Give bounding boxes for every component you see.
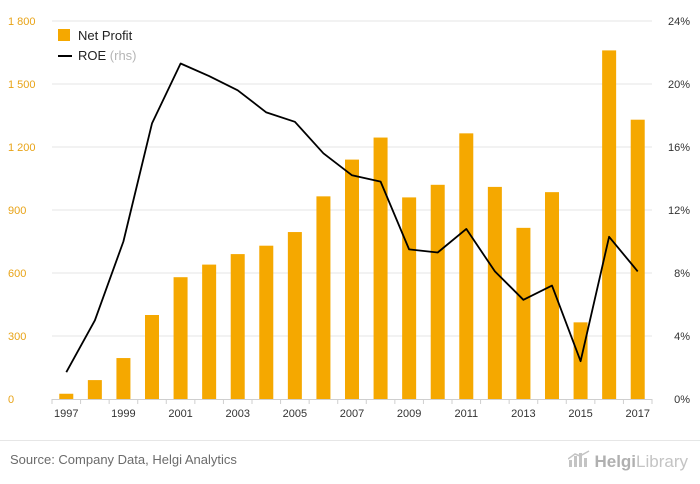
legend: Net Profit ROE (rhs) [58, 28, 137, 63]
right-axis-tick-label: 4% [674, 331, 690, 343]
x-axis-tick-label: 1997 [54, 408, 78, 420]
left-axis-tick-label: 300 [8, 331, 26, 343]
helgi-library-brand[interactable]: Helgi Library [568, 450, 688, 473]
right-axis-tick-label: 20% [668, 79, 690, 91]
left-axis-tick-label: 1 500 [8, 79, 36, 91]
legend-label-net-profit: Net Profit [78, 28, 133, 43]
net-profit-bar-2003 [230, 254, 245, 399]
net-profit-bar-2004 [259, 245, 274, 399]
net-profit-bar-1997 [59, 393, 74, 399]
net-profit-bars [59, 50, 645, 400]
net-profit-bar-2005 [287, 232, 302, 399]
right-axis-tick-label: 24% [668, 16, 690, 28]
net-profit-bar-2002 [202, 264, 217, 399]
right-axis-tick-label: 12% [668, 205, 690, 217]
x-axis-tick-label: 2009 [397, 408, 421, 420]
roe-line [65, 62, 639, 373]
net-profit-bar-2013 [516, 227, 531, 399]
left-axis-tick-label: 900 [8, 205, 26, 217]
net-profit-bar-2001 [173, 277, 188, 399]
brand-name-part2: Library [636, 451, 688, 471]
legend-label-roe-suffix: (rhs) [110, 48, 137, 63]
x-axis-tick-label: 2003 [225, 408, 249, 420]
net-profit-bar-2009 [402, 197, 417, 399]
brand-name-part1: Helgi [594, 451, 637, 471]
net-profit-bar-1999 [116, 358, 131, 399]
x-axis-tick-label: 2015 [568, 408, 592, 420]
x-axis-tick-label: 2007 [340, 408, 364, 420]
x-axis: 1997 1999 2001 2003 2005 2007 2009 2011 2013 2015… [51, 399, 653, 420]
left-axis-tick-label: 600 [8, 268, 26, 280]
footer: Source: Company Data, Helgi Analytics He… [0, 440, 700, 484]
x-axis-tick-label: 2001 [168, 408, 192, 420]
legend-label-roe: ROE (rhs) [78, 48, 137, 63]
net-profit-bar-2007 [345, 159, 359, 399]
x-axis-tick-label: 2017 [625, 408, 649, 420]
combo-chart: 0 300 600 900 1 200 1 500 1 800 0% 4% 8% 12% 16% 20… [8, 16, 690, 420]
right-axis-tick-label: 0% [674, 394, 690, 406]
net-profit-bar-2016 [602, 50, 617, 400]
net-profit-bar-2008 [373, 137, 388, 400]
net-profit-bar-2014 [545, 192, 559, 399]
x-axis-tick-label: 2013 [511, 408, 535, 420]
source-note: Source: Company Data, Helgi Analytics [10, 452, 237, 467]
net-profit-bar-2006 [316, 196, 331, 399]
helgi-library-logo-icon [568, 450, 590, 473]
right-axis-ticks: 0% 4% 8% 12% 16% 20% 24% [668, 16, 690, 406]
net-profit-bar-2011 [459, 133, 474, 399]
x-axis-tick-label: 1999 [111, 408, 135, 420]
x-axis-tick-label: 2011 [454, 408, 478, 420]
net-profit-bar-1998 [87, 380, 102, 399]
right-axis-tick-label: 16% [668, 142, 690, 154]
net-profit-bar-2012 [487, 186, 502, 399]
left-axis-ticks: 0 300 600 900 1 200 1 500 1 800 [8, 16, 36, 406]
left-axis-tick-label: 0 [8, 394, 14, 406]
left-axis-tick-label: 1 800 [8, 16, 36, 28]
legend-swatch-net-profit [58, 29, 70, 41]
net-profit-bar-2017 [630, 119, 645, 399]
net-profit-bar-2000 [145, 315, 159, 399]
x-axis-tick-label: 2005 [283, 408, 307, 420]
left-axis-tick-label: 1 200 [8, 142, 36, 154]
roe-series-line [65, 62, 639, 373]
right-axis-tick-label: 8% [674, 268, 690, 280]
net-profit-bar-2010 [430, 184, 445, 399]
